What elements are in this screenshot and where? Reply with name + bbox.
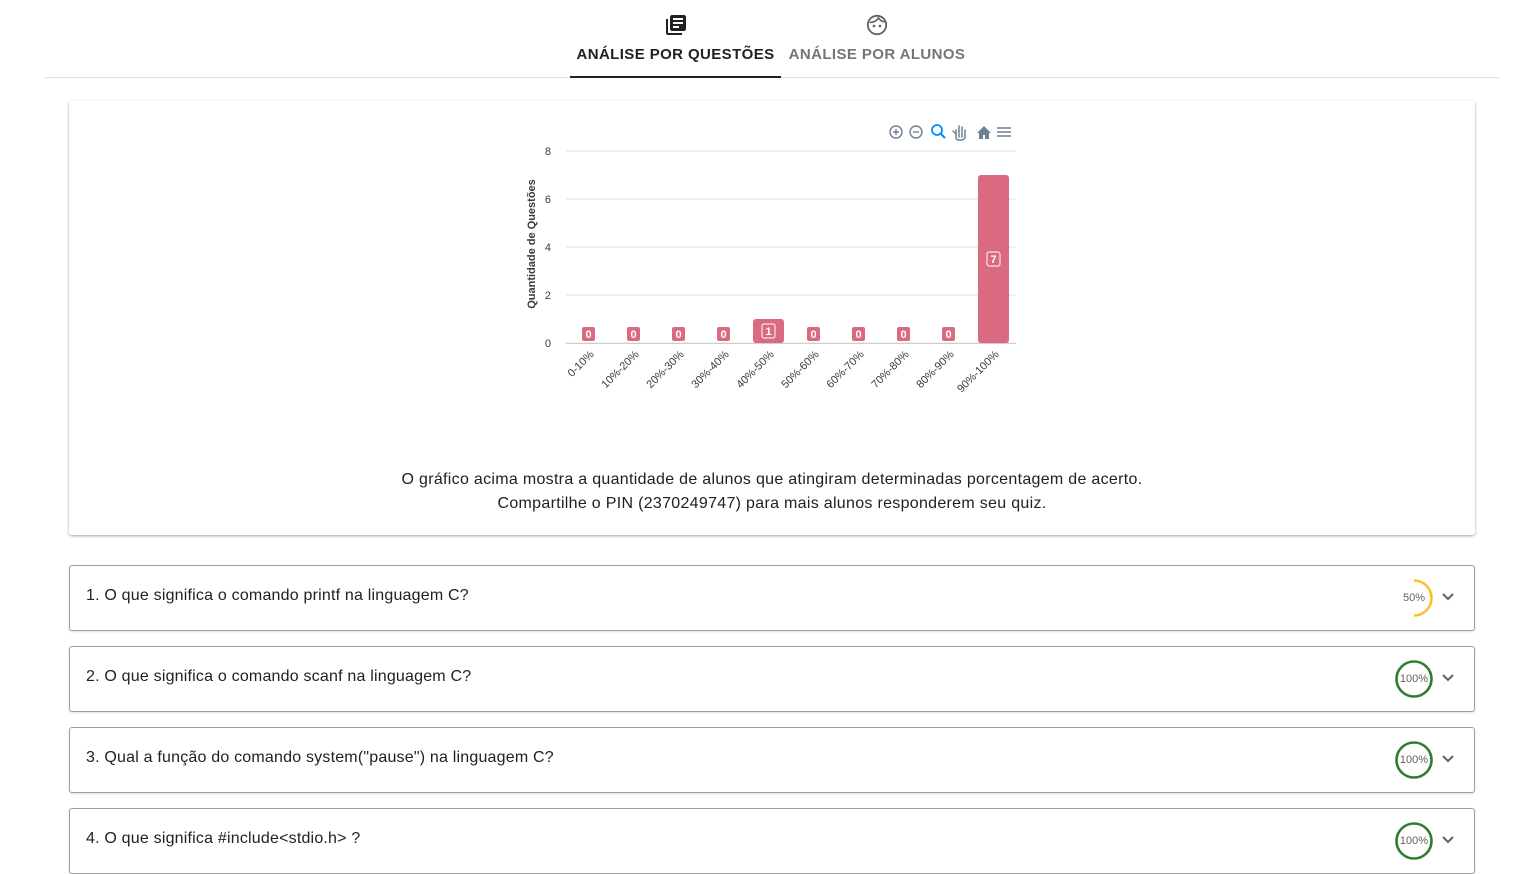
tab-bar: ANÁLISE POR QUESTÕES ANÁLISE POR ALUNOS — [45, 0, 1499, 78]
data-label-text: 0 — [630, 329, 636, 341]
x-tick-label: 30%-40% — [689, 348, 731, 390]
home-reset-icon[interactable] — [977, 126, 991, 139]
progress-circle: 100% — [1394, 659, 1434, 699]
zoom-in-icon[interactable] — [889, 125, 903, 139]
y-tick-label: 8 — [545, 146, 551, 158]
progress-ring — [1395, 822, 1433, 860]
progress-arc — [1395, 579, 1433, 617]
x-tick-label: 0-10% — [566, 348, 597, 379]
caption-line-2: Compartilhe o PIN (2370249747) para mais… — [497, 495, 1047, 512]
question-text: 1. O que significa o comando printf na l… — [86, 587, 469, 604]
data-label-bg — [582, 327, 595, 341]
data-label-text: 1 — [765, 326, 771, 338]
x-tick-label: 20%-30% — [644, 348, 686, 390]
progress-percent-label: 100% — [1399, 835, 1429, 847]
zoom-out-icon[interactable] — [909, 125, 923, 139]
x-tick-label: 50%-60% — [779, 348, 821, 390]
y-axis-label: Quantidade de Questões — [526, 179, 538, 309]
data-label-bg — [897, 327, 910, 341]
menu-icon[interactable] — [997, 127, 1011, 137]
data-label-bg — [717, 327, 730, 341]
x-tick-label: 10%-20% — [599, 348, 641, 390]
data-label: 0 — [717, 327, 730, 341]
data-label: 1 — [761, 323, 776, 339]
tab-label: ANÁLISE POR QUESTÕES — [576, 46, 775, 63]
data-label-bg — [942, 327, 955, 341]
data-label-text: 0 — [810, 329, 816, 341]
question-text: 3. Qual a função do comando system("paus… — [86, 749, 554, 766]
data-label: 0 — [582, 327, 595, 341]
data-label: 0 — [852, 327, 865, 341]
progress-circle: 50% — [1394, 578, 1434, 618]
tab-label: ANÁLISE POR ALUNOS — [788, 46, 966, 63]
data-label-text: 0 — [900, 329, 906, 341]
data-label: 0 — [942, 327, 955, 341]
tab-analise-por-questoes[interactable]: ANÁLISE POR QUESTÕES — [570, 0, 781, 76]
caption-line-1: O gráfico acima mostra a quantidade de a… — [401, 471, 1143, 488]
histogram-chart: 0 2 4 6 8 Quantidade de Questões 0 0-10% 0 10%-20… — [526, 124, 1016, 395]
data-label-text: 7 — [990, 254, 996, 266]
data-label-bg — [807, 327, 820, 341]
data-label-bg — [761, 323, 776, 339]
question-item-4[interactable]: 4. O que significa #include<stdio.h> ? 1… — [69, 808, 1475, 874]
face-icon — [866, 14, 888, 36]
progress-circle: 100% — [1394, 740, 1434, 780]
y-tick-label: 0 — [545, 338, 551, 350]
data-label-text: 0 — [720, 329, 726, 341]
chart-toolbar — [889, 124, 1011, 141]
progress-percent-label: 100% — [1399, 754, 1429, 766]
data-label: 0 — [897, 327, 910, 341]
y-tick-label: 6 — [545, 194, 551, 206]
chevron-down-icon[interactable] — [1440, 831, 1456, 847]
data-label: 0 — [627, 327, 640, 341]
data-label-bg — [852, 327, 865, 341]
data-label: 0 — [807, 327, 820, 341]
progress-percent-label: 50% — [1402, 592, 1426, 604]
question-item-1[interactable]: 1. O que significa o comando printf na l… — [69, 565, 1475, 631]
chart-caption: O gráfico acima mostra a quantidade de a… — [69, 468, 1475, 516]
y-tick-label: 4 — [545, 242, 551, 254]
question-item-3[interactable]: 3. Qual a função do comando system("paus… — [69, 727, 1475, 793]
data-label-bg — [627, 327, 640, 341]
progress-ring — [1395, 660, 1433, 698]
data-label: 0 — [672, 327, 685, 341]
question-text: 2. O que significa o comando scanf na li… — [86, 668, 472, 685]
data-label-bg — [672, 327, 685, 341]
pan-hand-icon[interactable] — [952, 125, 966, 141]
progress-arc — [1395, 660, 1433, 698]
data-label: 7 — [986, 251, 1001, 267]
data-label-text: 0 — [855, 329, 861, 341]
question-text: 4. O que significa #include<stdio.h> ? — [86, 830, 361, 847]
y-tick-label: 2 — [545, 290, 551, 302]
progress-arc — [1395, 822, 1433, 860]
data-label-text: 0 — [675, 329, 681, 341]
progress-arc — [1395, 741, 1433, 779]
chevron-down-icon[interactable] — [1440, 588, 1456, 604]
chevron-down-icon[interactable] — [1440, 669, 1456, 685]
chart-card: 0 2 4 6 8 Quantidade de Questões 0 0-10% 0 10%-20… — [69, 101, 1475, 535]
x-tick-label: 80%-90% — [914, 348, 956, 390]
data-label-text: 0 — [945, 329, 951, 341]
selection-zoom-icon[interactable] — [931, 124, 946, 139]
tab-analise-por-alunos[interactable]: ANÁLISE POR ALUNOS — [781, 0, 973, 76]
library-books-icon — [665, 15, 686, 35]
x-tick-label: 90%-100% — [955, 348, 1002, 395]
progress-ring — [1395, 579, 1433, 617]
question-item-2[interactable]: 2. O que significa o comando scanf na li… — [69, 646, 1475, 712]
x-tick-label: 60%-70% — [824, 348, 866, 390]
progress-percent-label: 100% — [1399, 673, 1429, 685]
chevron-down-icon[interactable] — [1440, 750, 1456, 766]
data-label-text: 0 — [585, 329, 591, 341]
data-label-bg — [986, 251, 1001, 267]
active-tab-indicator — [570, 76, 781, 78]
progress-circle: 100% — [1394, 821, 1434, 861]
progress-ring — [1395, 741, 1433, 779]
x-tick-label: 40%-50% — [734, 348, 776, 390]
x-tick-label: 70%-80% — [869, 348, 911, 390]
